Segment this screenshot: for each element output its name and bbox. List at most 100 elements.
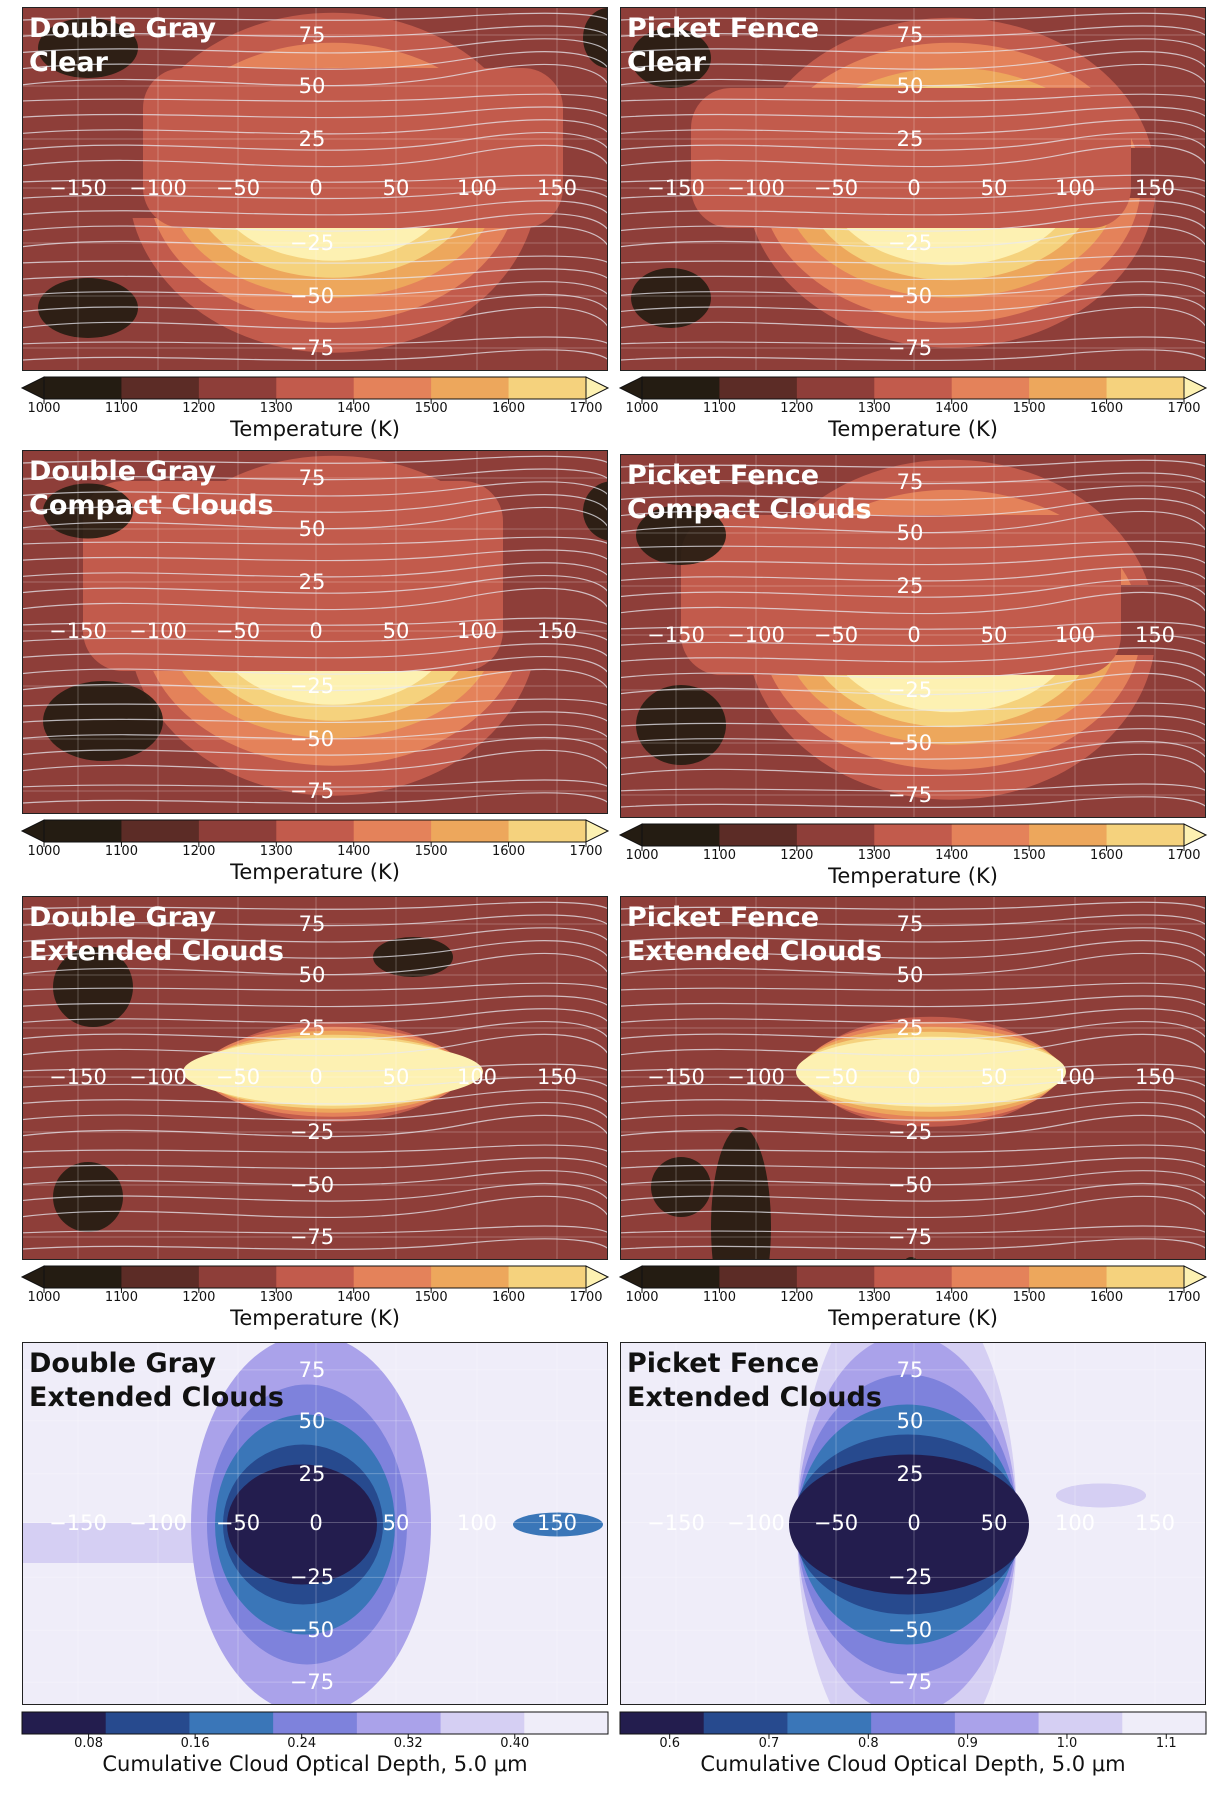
colorbar-tick-label: 1300 [259, 844, 293, 859]
colorbar-segment [871, 1712, 956, 1734]
colorbar-label: Temperature (K) [828, 1306, 998, 1330]
streamline [621, 12, 1205, 21]
panel-title: Double Gray Extended Clouds [29, 1348, 284, 1413]
lon-tick-label: 0 [907, 623, 921, 647]
lat-tick-label: 25 [298, 127, 326, 151]
colorbar-tick-label: 1200 [182, 1290, 216, 1305]
colorbar-strip [618, 1265, 1208, 1293]
colorbar-segment [874, 1266, 953, 1288]
streamline [23, 940, 607, 959]
streamline [621, 255, 1205, 264]
streamline [621, 213, 1205, 232]
colorbar-segment [620, 1712, 705, 1734]
streamline [23, 200, 607, 216]
lon-tick-label: −150 [647, 176, 705, 200]
streamline [621, 982, 1205, 991]
streamline [23, 106, 607, 119]
colorbar-label: Cumulative Cloud Optical Depth, 5.0 μm [102, 1752, 528, 1776]
heatmap-field [23, 1343, 607, 1704]
colorbar-segment [189, 1712, 274, 1734]
streamline [621, 634, 1205, 647]
colorbar: 0.08 0.16 0.24 0.32 0.40 Cumulative Cloud Opt… [21, 1711, 609, 1782]
streamline [23, 1225, 607, 1234]
colorbar-tick-label: 1300 [259, 1290, 293, 1305]
colorbar-tick-label: 1700 [1167, 401, 1201, 416]
contour-region [789, 1454, 1029, 1595]
colorbar-tick-label: 1700 [1167, 1290, 1201, 1305]
optical-depth-map: −150 −100 −50 0 50 100 150 75 50 25 −25 −50 −75 Picke… [620, 1342, 1206, 1705]
colorbar-tick-label: 1500 [414, 1290, 448, 1305]
colorbar-tick-label: 1000 [27, 1290, 61, 1305]
colorbar-tick-label: 1600 [492, 844, 526, 859]
streamline [23, 255, 607, 264]
lat-tick-label: −25 [289, 1565, 335, 1590]
contour-region [681, 515, 1121, 675]
optical-depth-map: −150 −100 −50 0 50 100 150 75 50 25 −25 −50 −75 Doubl… [22, 1342, 608, 1705]
streamline [621, 914, 1205, 927]
lon-tick-label: −100 [129, 1065, 187, 1089]
colorbar-extend-max [1183, 823, 1208, 847]
colorbar-tick-label: 1500 [414, 401, 448, 416]
lon-tick-label: 150 [1134, 623, 1176, 647]
colorbar-segment [353, 820, 432, 842]
colorbar-segment [121, 377, 200, 399]
colorbar-tick-label: 1700 [1167, 848, 1201, 863]
lon-tick-label: 0 [907, 1510, 921, 1535]
streamline [23, 268, 607, 281]
lat-tick-label: 25 [896, 1016, 924, 1040]
lon-tick-label: 0 [907, 1065, 921, 1089]
streamline [23, 724, 607, 740]
lat-tick-label: −50 [289, 1618, 335, 1643]
streamline [621, 553, 1205, 566]
temperature-map: −150 −100 −50 0 50 100 150 75 50 25 −25 −50 −75 Doubl… [22, 450, 608, 814]
streamline [621, 1102, 1205, 1121]
colorbar-segment [198, 820, 277, 842]
colorbar-segment [431, 377, 510, 399]
lon-tick-label: −50 [215, 176, 261, 200]
lat-tick-label: 50 [896, 1408, 924, 1433]
streamline [23, 1195, 607, 1219]
colorbar-segment [198, 377, 277, 399]
streamline [23, 1076, 607, 1089]
colorbar-label: Cumulative Cloud Optical Depth, 5.0 μm [700, 1752, 1126, 1776]
contour-region [1056, 1483, 1146, 1508]
contour-region [143, 68, 563, 228]
streamline [621, 591, 1205, 615]
lat-tick-label: 75 [896, 470, 924, 494]
lat-tick-label: −50 [887, 1173, 933, 1197]
colorbar-tick-label: 0.24 [287, 1736, 317, 1751]
colorbar-tick-label: 1500 [414, 844, 448, 859]
streamline [23, 749, 607, 773]
streamline [23, 643, 607, 659]
streamline [621, 796, 1205, 809]
streamline [23, 982, 607, 991]
colorbar-segment [440, 1712, 525, 1734]
streamline [621, 540, 1205, 549]
colorbar-tick-label: 0.7 [758, 1736, 780, 1751]
lat-tick-label: −75 [289, 779, 335, 803]
lon-tick-label: −150 [647, 623, 705, 647]
lat-tick-label: −25 [887, 678, 933, 702]
colorbar-extend-max [585, 376, 610, 400]
colorbar-tick-label: 1600 [1090, 848, 1124, 863]
colorbar: 0.6 0.7 0.8 0.9 1.0 1.1 Cumulative Cloud Optic… [619, 1711, 1207, 1782]
colorbar-segment [796, 1266, 875, 1288]
contour-region [43, 681, 163, 761]
streamline [621, 566, 1205, 582]
lon-tick-label: 100 [456, 176, 498, 200]
heatmap-field [621, 1343, 1205, 1704]
colorbar-segment [1106, 824, 1185, 846]
streamline [23, 1021, 607, 1040]
colorbar-segment [1106, 377, 1185, 399]
streamline [621, 995, 1205, 1008]
streamline [23, 779, 607, 788]
lat-tick-label: 50 [298, 963, 326, 987]
streamline [621, 200, 1205, 216]
colorbar-segment [44, 377, 122, 399]
lon-tick-label: −50 [215, 1065, 261, 1089]
lon-tick-label: 50 [382, 176, 410, 200]
streamline [621, 715, 1205, 728]
streamline [23, 187, 607, 200]
streamline [23, 914, 607, 927]
colorbar: 1000 1100 1200 1300 1400 1500 1600 1700 Temperat… [20, 819, 610, 890]
